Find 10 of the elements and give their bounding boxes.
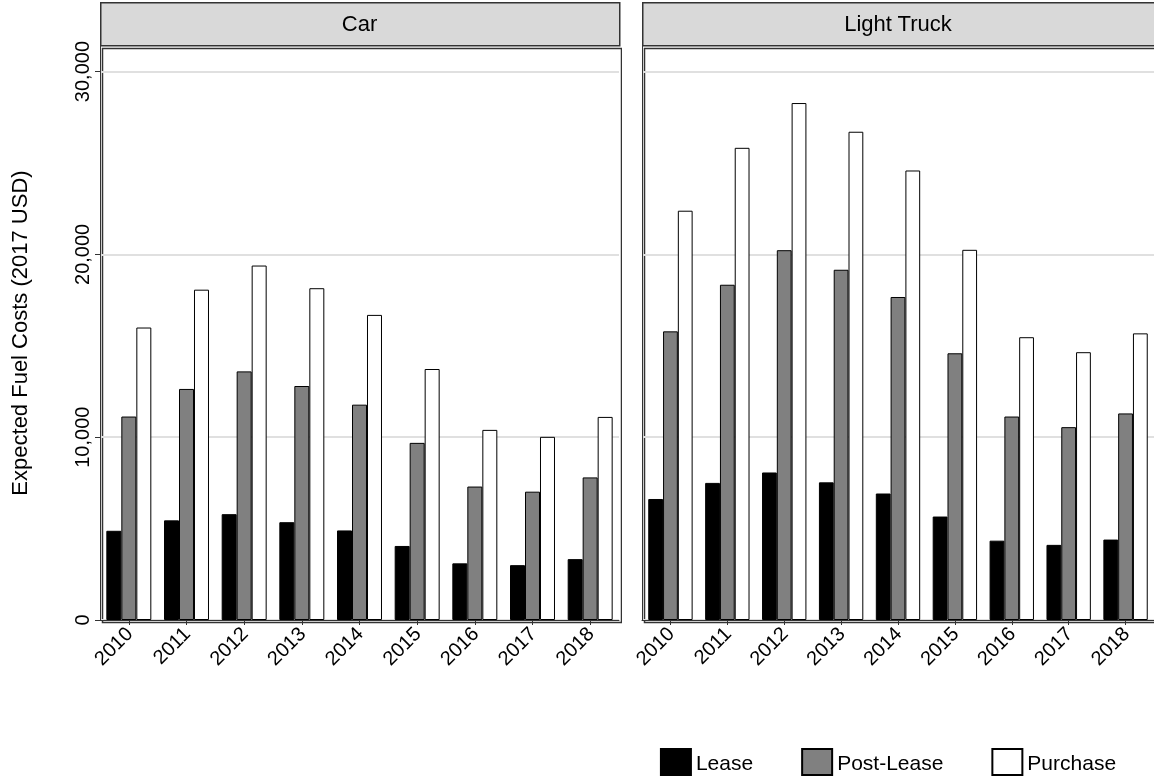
y-axis-title: Expected Fuel Costs (2017 USD) <box>6 170 32 496</box>
y-tick-label: 10,000 <box>71 406 93 468</box>
legend-label: Lease <box>695 750 754 774</box>
y-tick-label: 0 <box>71 614 93 626</box>
legend-label: Post-Lease <box>837 750 944 774</box>
chart-title: Car <box>341 10 378 36</box>
chart-title: Light Truck <box>844 10 953 36</box>
legend-label: Purchase <box>1027 750 1117 774</box>
y-tick-label: 30,000 <box>71 41 93 103</box>
y-tick-label: 20,000 <box>71 223 93 285</box>
